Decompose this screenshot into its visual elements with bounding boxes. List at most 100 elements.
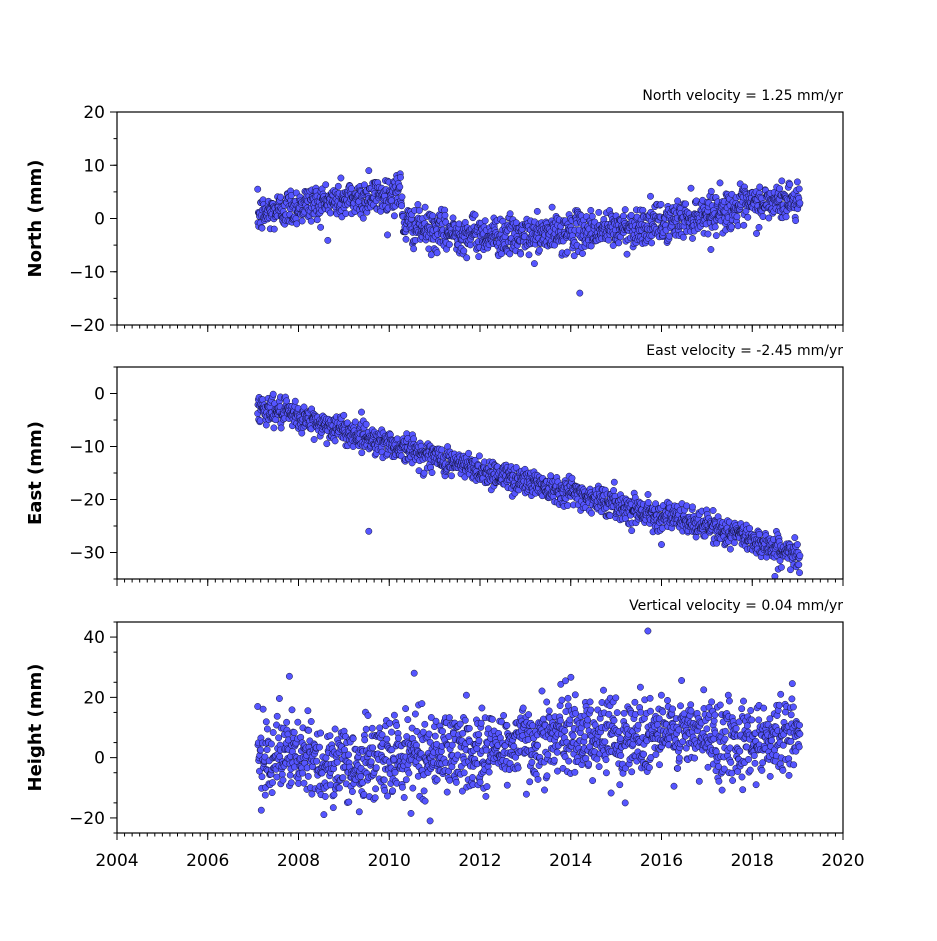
data-point — [730, 539, 738, 547]
data-point — [652, 751, 660, 758]
data-point — [657, 200, 665, 208]
data-point — [320, 811, 328, 819]
data-point — [342, 210, 350, 217]
data-point — [307, 217, 315, 225]
data-point — [362, 725, 370, 733]
data-point — [710, 717, 718, 725]
data-point — [349, 735, 357, 743]
data-point — [718, 786, 726, 794]
data-point — [617, 752, 625, 759]
data-point — [726, 545, 734, 553]
data-point — [768, 737, 776, 744]
data-point — [313, 757, 321, 765]
data-point — [438, 446, 446, 454]
data-point — [485, 768, 493, 776]
data-point — [275, 734, 283, 742]
data-point — [561, 727, 569, 735]
data-point — [691, 754, 699, 762]
data-point — [777, 563, 785, 571]
data-point — [728, 223, 735, 231]
x-tick-label: 2006 — [186, 851, 229, 871]
data-point — [484, 725, 492, 733]
data-point — [796, 730, 804, 738]
data-point — [294, 718, 302, 726]
data-point — [269, 779, 276, 787]
data-point — [503, 781, 511, 789]
data-point — [291, 397, 299, 405]
data-point — [535, 246, 543, 254]
y-tick-label: 0 — [94, 210, 105, 230]
data-point — [721, 727, 729, 735]
data-point — [335, 784, 343, 792]
data-point — [595, 763, 603, 771]
data-point — [268, 789, 276, 797]
data-point — [548, 203, 556, 211]
data-point — [579, 250, 586, 257]
data-point — [334, 182, 342, 190]
data-point — [426, 817, 434, 825]
data-point — [410, 669, 418, 677]
data-point — [716, 179, 724, 187]
north-points — [254, 167, 804, 297]
data-point — [462, 691, 470, 699]
data-point — [263, 746, 271, 754]
data-point — [402, 235, 410, 243]
data-point — [563, 248, 571, 256]
data-point — [715, 763, 722, 770]
data-point — [569, 732, 577, 740]
data-point — [631, 698, 639, 706]
data-point — [558, 696, 566, 704]
data-point — [402, 705, 410, 713]
data-point — [687, 701, 695, 709]
data-point — [308, 790, 316, 798]
data-point — [525, 711, 533, 719]
data-point — [322, 181, 330, 189]
data-point — [610, 717, 618, 724]
data-point — [636, 683, 644, 691]
y-tick-label: −30 — [69, 544, 105, 564]
height-points — [254, 627, 804, 825]
data-point — [304, 772, 312, 780]
data-point — [324, 236, 332, 244]
data-point — [779, 766, 787, 774]
data-point — [355, 808, 363, 816]
data-point — [365, 167, 373, 175]
data-point — [733, 213, 741, 221]
data-point — [790, 761, 798, 769]
data-point — [431, 732, 439, 740]
data-point — [261, 753, 269, 761]
data-point — [498, 718, 505, 726]
data-point — [751, 759, 759, 767]
data-point — [658, 541, 665, 548]
data-point — [439, 727, 446, 735]
data-point — [753, 230, 760, 237]
data-point — [293, 220, 301, 228]
data-point — [647, 754, 655, 761]
data-point — [333, 758, 341, 766]
data-point — [756, 183, 764, 191]
data-point — [525, 251, 533, 259]
data-point — [545, 707, 553, 715]
data-point — [788, 680, 796, 688]
data-point — [254, 703, 262, 710]
data-point — [729, 777, 737, 784]
x-tick-label: 2012 — [458, 851, 501, 871]
data-point — [400, 794, 408, 801]
data-point — [270, 424, 278, 432]
data-point — [544, 751, 552, 759]
data-point — [796, 199, 804, 207]
data-point — [553, 748, 561, 756]
data-point — [482, 746, 490, 754]
data-point — [506, 210, 514, 218]
data-point — [529, 722, 537, 730]
data-point — [389, 787, 397, 795]
data-point — [554, 767, 561, 775]
data-point — [526, 778, 534, 786]
data-point — [393, 722, 401, 730]
data-point — [300, 403, 308, 411]
data-point — [736, 747, 744, 755]
data-point — [703, 725, 711, 733]
data-point — [390, 212, 398, 220]
data-point — [298, 429, 306, 437]
data-point — [564, 694, 572, 702]
